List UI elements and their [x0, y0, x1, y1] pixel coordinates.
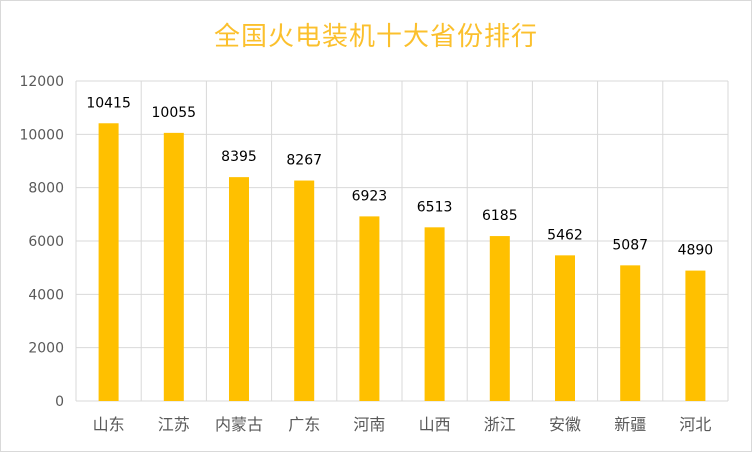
chart-title: 全国火电装机十大省份排行: [213, 22, 538, 52]
y-tick-label: 6000: [28, 234, 64, 250]
x-tick-label: 河南: [353, 415, 385, 434]
x-tick-label: 河北: [679, 415, 711, 434]
y-tick-label: 10000: [19, 127, 64, 143]
y-tick-label: 4000: [28, 287, 64, 303]
bar: [555, 255, 575, 401]
data-label: 6923: [352, 188, 388, 204]
data-label: 10415: [86, 95, 131, 111]
y-tick-label: 0: [55, 394, 64, 410]
x-tick-label: 山东: [93, 415, 125, 434]
x-tick-label: 浙江: [484, 415, 516, 434]
bar: [620, 265, 641, 401]
x-tick-label: 山西: [419, 415, 451, 434]
data-label: 4890: [678, 243, 714, 259]
y-tick-label: 12000: [19, 74, 64, 90]
bar: [229, 177, 249, 401]
x-tick-label: 新疆: [614, 415, 646, 434]
data-label: 8395: [221, 149, 257, 165]
x-tick-label: 内蒙古: [215, 415, 263, 434]
x-tick-label: 安徽: [549, 415, 581, 434]
data-label: 5462: [547, 227, 583, 243]
bar: [359, 216, 380, 401]
bar: [294, 180, 315, 401]
data-label: 6513: [417, 199, 453, 215]
data-label: 6185: [482, 208, 518, 224]
x-tick-label: 广东: [288, 415, 320, 434]
bar: [163, 132, 184, 401]
y-tick-label: 8000: [28, 181, 64, 197]
data-label: 10055: [152, 105, 197, 121]
data-label: 5087: [612, 237, 648, 253]
bar: [424, 227, 445, 401]
bar: [685, 270, 706, 401]
bar: [489, 236, 510, 401]
data-label: 8267: [286, 153, 322, 169]
bar: [98, 123, 119, 402]
x-tick-label: 江苏: [158, 415, 190, 434]
y-tick-label: 2000: [28, 341, 64, 357]
